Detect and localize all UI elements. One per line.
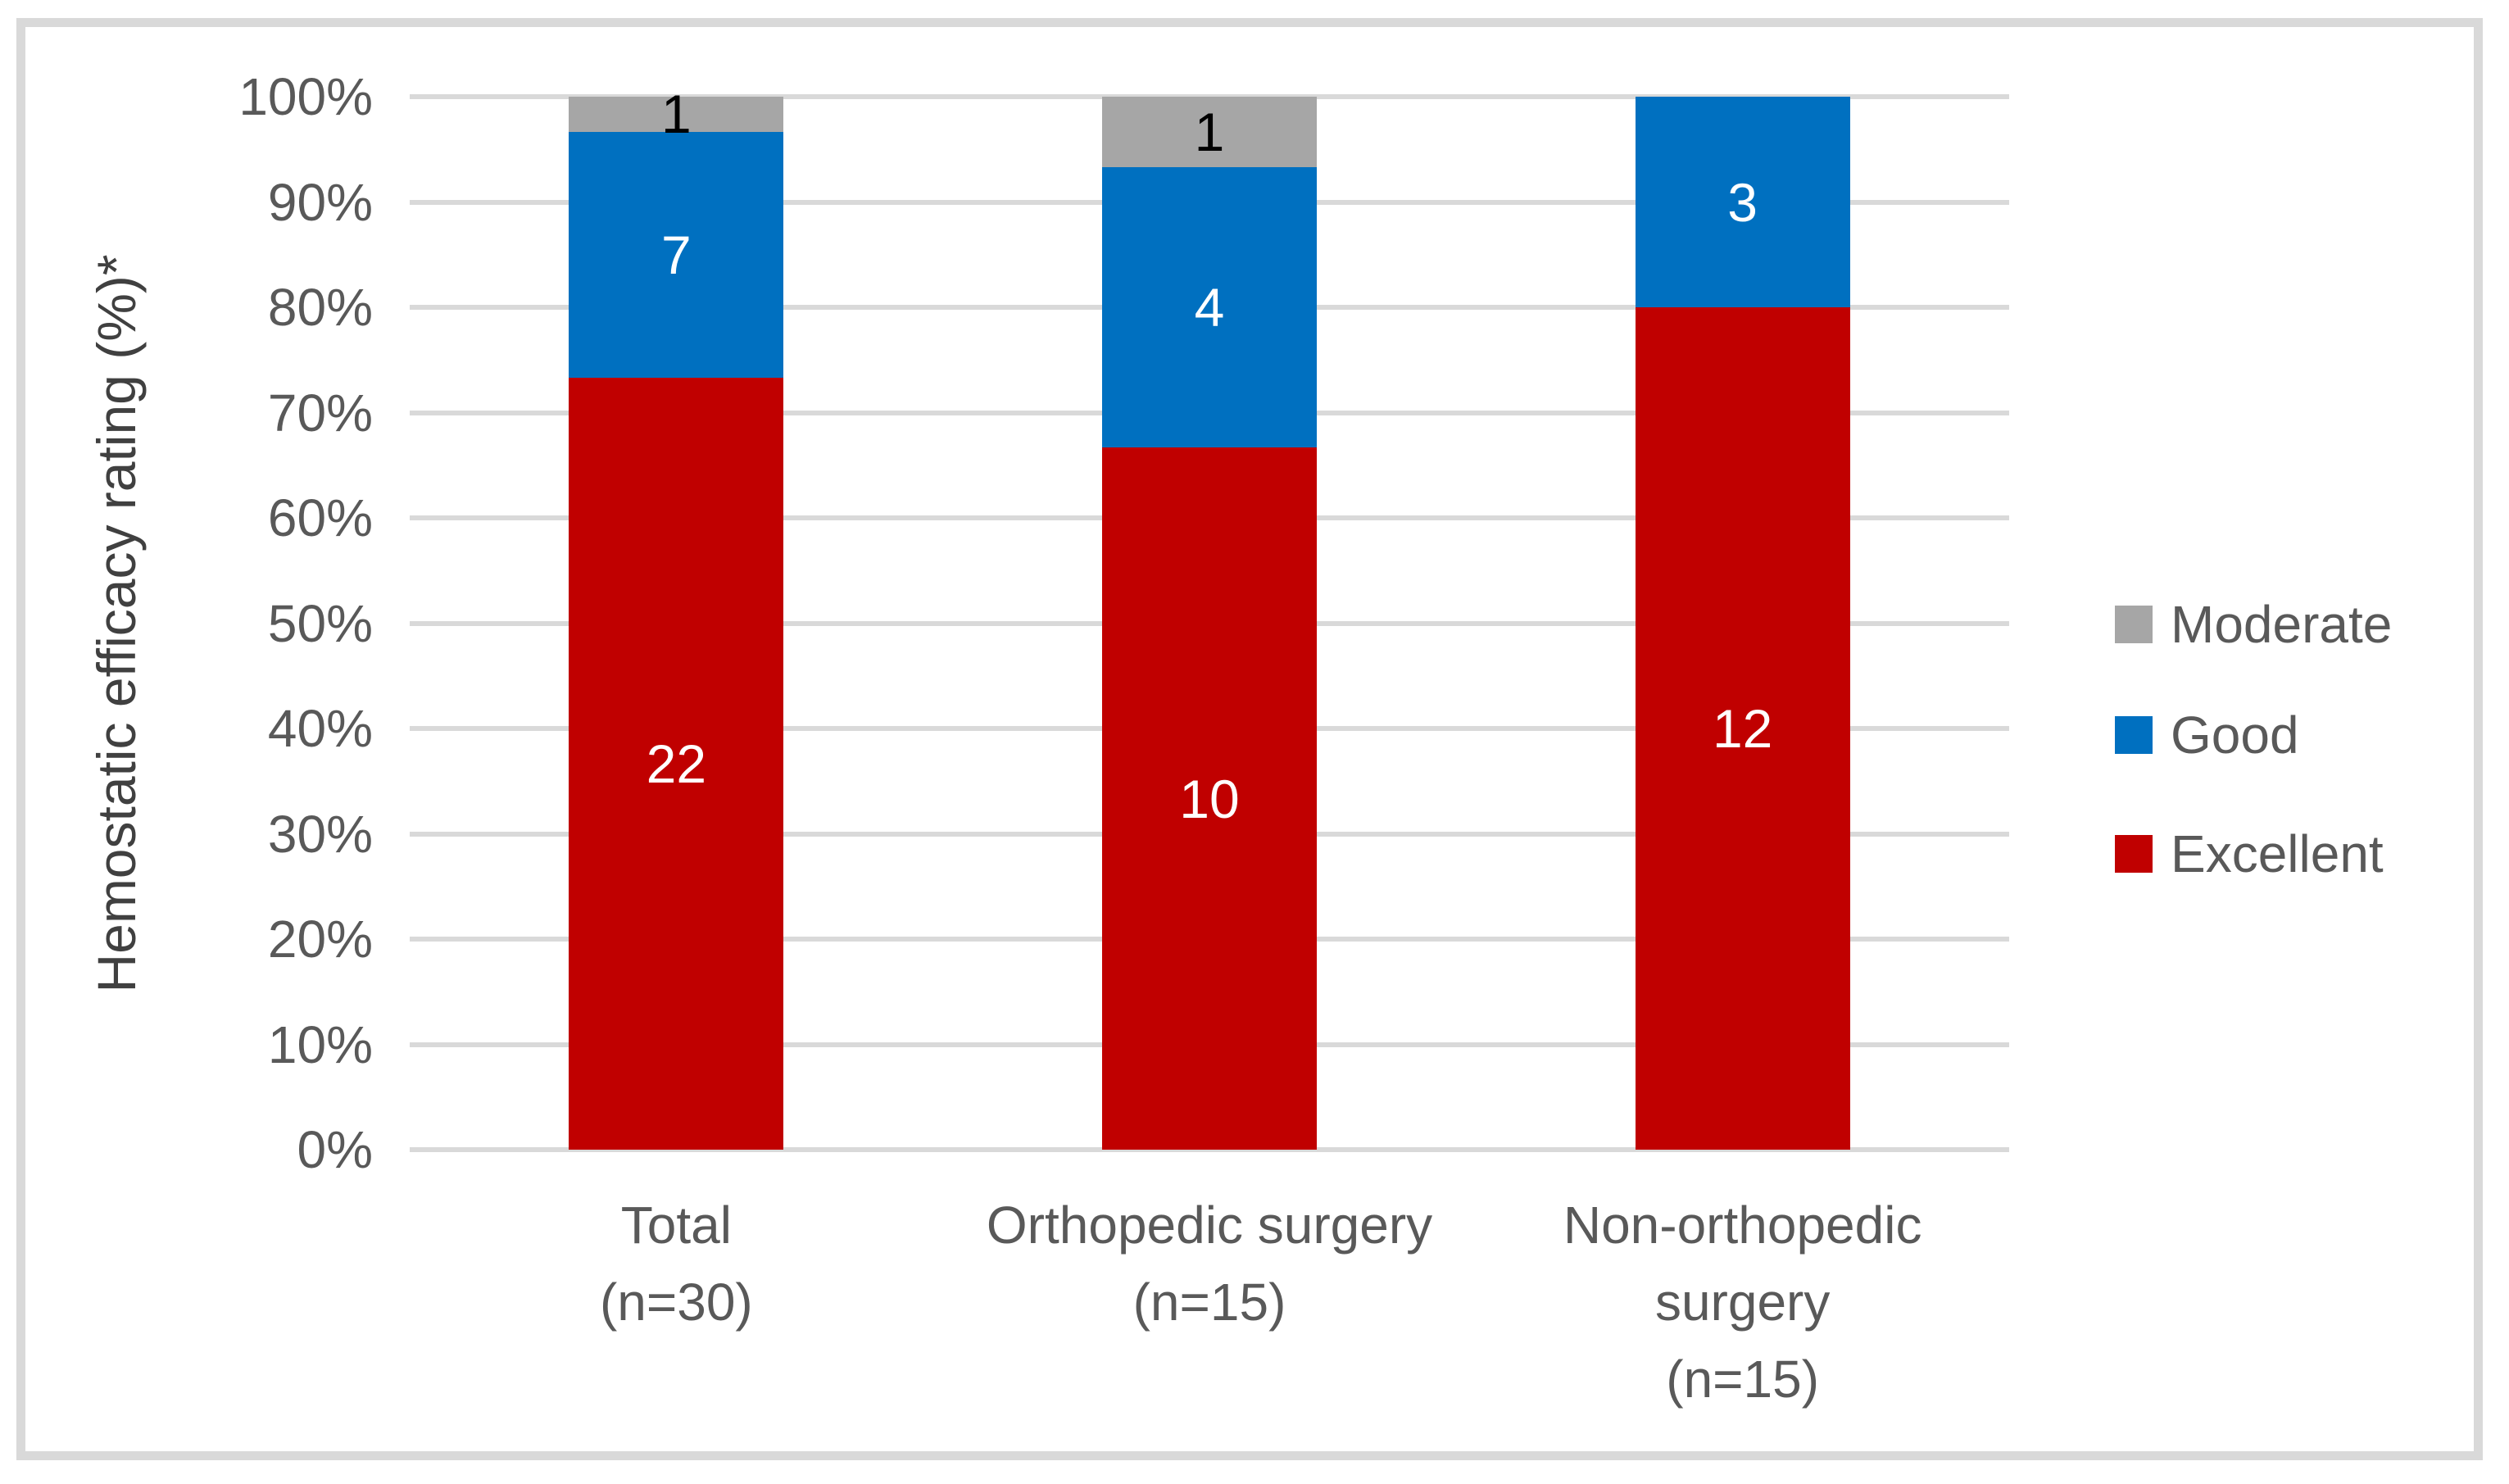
- y-tick-label: 70%: [267, 383, 373, 442]
- bar-segment-value-label: 22: [646, 733, 707, 794]
- y-tick-label: 20%: [267, 910, 373, 969]
- bar-segment-excellent: 22: [569, 377, 784, 1150]
- legend-label: Moderate: [2171, 595, 2393, 654]
- legend-item-moderate: Moderate: [2115, 587, 2392, 662]
- bar-segment-value-label: 3: [1727, 171, 1758, 233]
- legend-label: Good: [2171, 706, 2299, 765]
- y-tick-label: 80%: [267, 278, 373, 337]
- y-tick-label: 0%: [297, 1120, 374, 1179]
- x-category-label-line: Total: [620, 1196, 732, 1255]
- x-category-label: Orthopedic surgery (n=15): [873, 1187, 1545, 1341]
- legend-swatch-moderate-icon: [2115, 606, 2153, 643]
- gridline-0%: [410, 1147, 2009, 1152]
- x-category-label-line: Non-orthopedic: [1563, 1196, 1922, 1255]
- bar-segment-good: 4: [1102, 166, 1317, 448]
- x-category-label: Total (n=30): [340, 1187, 1012, 1341]
- y-tick-label: 60%: [267, 488, 373, 547]
- x-category-label-line: surgery: [1654, 1273, 1831, 1332]
- x-category-label-line: Orthopedic surgery: [986, 1196, 1433, 1255]
- gridline-100%: [410, 94, 2009, 99]
- bar-segment-moderate: 1: [1102, 97, 1317, 167]
- bar-segment-value-label: 10: [1179, 768, 1240, 829]
- legend-swatch-excellent-icon: [2115, 835, 2153, 873]
- x-category-label-line: (n=30): [599, 1273, 753, 1332]
- bar-non-orthopedic: 12 3: [1635, 97, 1850, 1150]
- bar-segment-moderate: 1: [569, 84, 784, 145]
- bar-segment-value-label: 1: [660, 84, 692, 145]
- bar-segment-value-label: 7: [660, 224, 692, 285]
- y-tick-label: 50%: [267, 593, 373, 653]
- bar-segment-good: 3: [1635, 97, 1850, 307]
- bar-segment-value-label: 1: [1194, 101, 1225, 162]
- y-tick-label: 100%: [238, 67, 373, 126]
- legend-swatch-good-icon: [2115, 716, 2153, 754]
- y-tick-label: 30%: [267, 804, 373, 864]
- legend-item-excellent: Excellent: [2115, 816, 2384, 892]
- bar-segment-good: 7: [569, 131, 784, 378]
- x-category-label-line: (n=15): [1132, 1273, 1286, 1332]
- bar-segment-value-label: 12: [1712, 698, 1773, 759]
- y-tick-label: 90%: [267, 172, 373, 232]
- bar-segment-excellent: 10: [1102, 447, 1317, 1150]
- legend-item-good: Good: [2115, 697, 2299, 773]
- legend-label: Excellent: [2171, 824, 2384, 883]
- bar-orthopedic-surgery: 10 4 1: [1102, 97, 1317, 1150]
- x-category-label: Non-orthopedic surgery (n=15): [1407, 1187, 2079, 1418]
- x-category-label-line: (n=15): [1666, 1350, 1820, 1409]
- bar-segment-value-label: 4: [1194, 277, 1225, 338]
- bar-total: 22 7 1: [569, 84, 784, 1150]
- y-tick-label: 10%: [267, 1014, 373, 1074]
- bar-segment-excellent: 12: [1635, 307, 1850, 1150]
- y-tick-label: 40%: [267, 699, 373, 758]
